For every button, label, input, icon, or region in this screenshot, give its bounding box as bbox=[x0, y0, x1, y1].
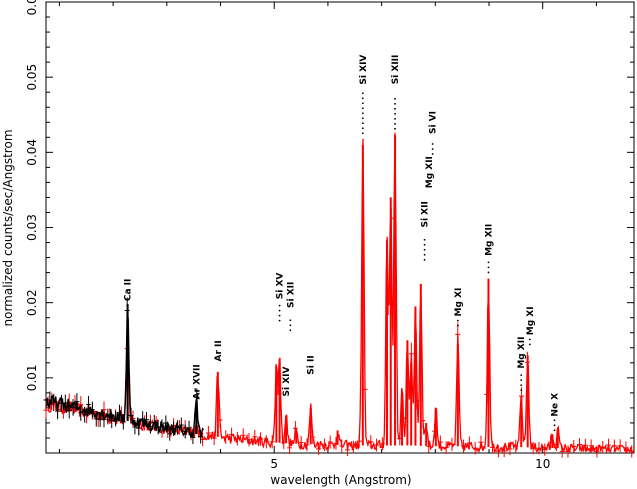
spectrum-series-red bbox=[43, 132, 635, 458]
y-axis-title: normalized counts/sec/Angstrom bbox=[1, 129, 15, 326]
y-tick-label: 0.02 bbox=[25, 289, 39, 316]
leader-dot bbox=[487, 271, 490, 274]
leader-dot bbox=[553, 424, 556, 427]
leader-dot bbox=[487, 266, 490, 269]
leader-dot bbox=[487, 261, 490, 264]
leader-dot bbox=[394, 102, 396, 105]
leader-dot bbox=[278, 304, 281, 307]
line-label: Si XII bbox=[286, 282, 296, 308]
x-tick-label: 5 bbox=[270, 457, 278, 471]
leader-dot bbox=[520, 384, 523, 386]
plot-frame bbox=[45, 1, 635, 454]
leader-dot bbox=[431, 153, 434, 155]
spectrum-series-black bbox=[43, 297, 205, 445]
leader-dot bbox=[456, 324, 459, 327]
line-label: Si XIV bbox=[359, 55, 369, 85]
leader-dot bbox=[553, 419, 556, 422]
leader-dot bbox=[278, 319, 281, 322]
line-label: Si XV bbox=[276, 273, 286, 300]
leader-dot bbox=[456, 319, 459, 322]
leader-dot bbox=[520, 374, 523, 376]
y-tick-label: 0.06 bbox=[25, 0, 39, 15]
leader-dot bbox=[528, 343, 531, 346]
leader-dot bbox=[394, 97, 396, 100]
y-tick-label: 0.03 bbox=[25, 214, 39, 241]
leader-dot bbox=[394, 107, 396, 110]
leader-dot bbox=[431, 143, 434, 145]
leader-dot bbox=[361, 132, 364, 135]
leader-dot bbox=[361, 97, 364, 100]
leader-dot bbox=[289, 324, 292, 327]
line-label: Si II bbox=[307, 355, 317, 374]
leader-dot bbox=[394, 127, 396, 130]
x-axis-title: wavelength (Angstrom) bbox=[270, 473, 411, 487]
line-label: Mg XII bbox=[517, 336, 527, 368]
y-tick-label: 0.04 bbox=[25, 139, 39, 166]
leader-dot bbox=[423, 243, 426, 246]
spectrum-line bbox=[45, 310, 205, 438]
leader-dot bbox=[423, 253, 426, 256]
leader-dot bbox=[394, 112, 396, 115]
leader-dot bbox=[394, 117, 396, 120]
line-label: Ca II bbox=[124, 279, 134, 302]
leader-dot bbox=[394, 122, 396, 125]
leader-dot bbox=[361, 112, 364, 115]
leader-dot bbox=[520, 389, 523, 391]
leader-dot bbox=[361, 127, 364, 130]
y-tick-label: 0.05 bbox=[25, 64, 39, 91]
line-label: Mg XI bbox=[454, 288, 464, 317]
y-tick-label: 0.01 bbox=[25, 364, 39, 391]
line-label: Si VI bbox=[429, 111, 439, 134]
leader-dot bbox=[423, 248, 426, 251]
leader-dot bbox=[361, 122, 364, 125]
line-label: Si XIV bbox=[282, 367, 292, 397]
line-label: Mg XII bbox=[484, 224, 494, 256]
line-label: Mg XII bbox=[425, 156, 435, 188]
leader-dot bbox=[278, 309, 281, 312]
leader-dot bbox=[528, 338, 531, 341]
x-tick-label: 10 bbox=[535, 457, 550, 471]
leader-dot bbox=[289, 319, 292, 322]
leader-dot bbox=[361, 107, 364, 110]
line-label: Si XIII bbox=[391, 55, 401, 85]
leader-dot bbox=[431, 148, 434, 150]
leader-dot bbox=[423, 258, 426, 261]
leader-dot bbox=[361, 92, 364, 95]
leader-dot bbox=[361, 102, 364, 105]
leader-dot bbox=[520, 379, 523, 381]
line-label: Mg XI bbox=[526, 306, 536, 335]
leader-dot bbox=[553, 429, 556, 432]
leader-dot bbox=[278, 314, 281, 317]
line-label: Ar II bbox=[214, 340, 224, 361]
line-label: Ne X bbox=[551, 393, 561, 417]
leader-dot bbox=[423, 238, 426, 241]
spectrum-line bbox=[45, 132, 634, 455]
line-label: Ar XVII bbox=[192, 364, 202, 399]
leader-dot bbox=[361, 117, 364, 120]
line-label: Si XII bbox=[421, 201, 431, 227]
leader-dot bbox=[289, 329, 292, 332]
